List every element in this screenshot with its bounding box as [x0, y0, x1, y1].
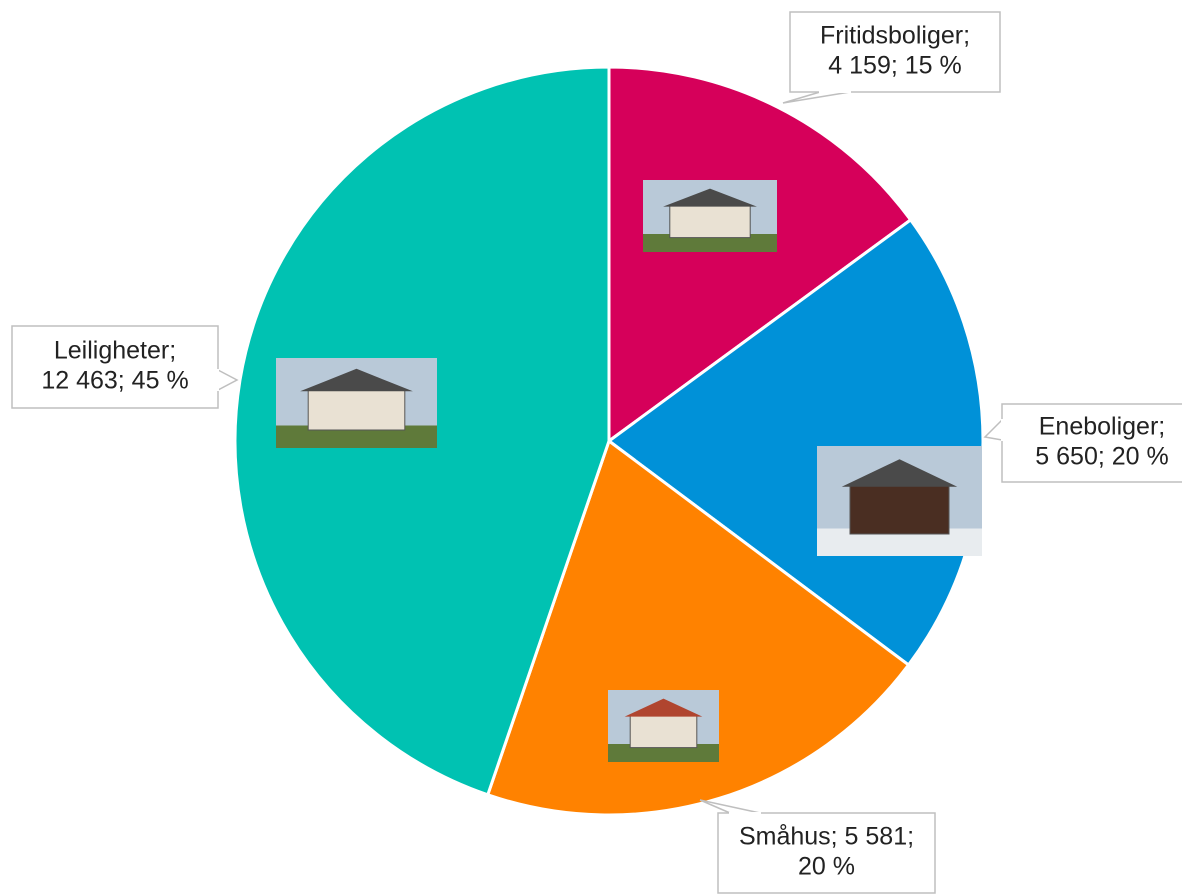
- data-label: Leiligheter;: [54, 337, 176, 365]
- pointer-cover: [729, 812, 761, 814]
- pointer-cover: [819, 91, 851, 93]
- callout-pointer: [783, 92, 850, 103]
- slice-picture: [608, 690, 719, 762]
- slice-picture: [276, 358, 437, 448]
- data-label: 5 650; 20 %: [1035, 443, 1168, 471]
- data-label: 4 159; 15 %: [828, 52, 961, 80]
- slice-picture: [817, 446, 982, 556]
- slice-picture: [643, 180, 777, 252]
- picture-house: [850, 485, 949, 535]
- data-label: 12 463; 45 %: [41, 367, 188, 395]
- data-label: Eneboliger;: [1039, 413, 1165, 441]
- picture-house: [308, 390, 405, 431]
- pointer-cover: [1001, 419, 1003, 441]
- callout-pointer: [700, 800, 760, 813]
- data-label: 20 %: [798, 853, 855, 881]
- picture-house: [670, 205, 750, 237]
- callout-pointer: [218, 370, 237, 390]
- picture-house: [630, 715, 697, 747]
- page: {"chart_data": {"type": "pie", "categori…: [0, 0, 1182, 896]
- chart: Fritidsboliger;4 159; 15 % Eneboliger;5 6…: [0, 0, 1182, 896]
- data-label: Småhus; 5 581;: [739, 823, 914, 851]
- callout-pointer: [985, 420, 1002, 440]
- data-label: Fritidsboliger;: [820, 22, 970, 50]
- pointer-cover: [217, 369, 219, 391]
